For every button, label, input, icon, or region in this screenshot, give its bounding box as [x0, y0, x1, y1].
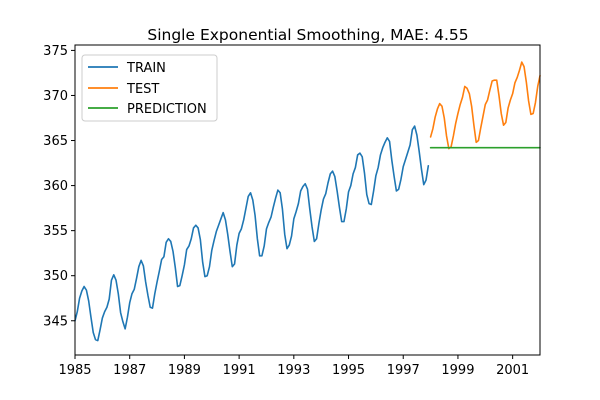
- y-tick-label-360: 360: [43, 179, 68, 194]
- legend-label-train: TRAIN: [126, 61, 166, 76]
- plot-frame: [74, 44, 541, 356]
- x-tick-label-1997: 1997: [387, 363, 420, 378]
- chart-title: Single Exponential Smoothing, MAE: 4.55: [147, 26, 468, 44]
- x-tick-label-2001: 2001: [496, 363, 529, 378]
- series-line-train: [74, 125, 430, 342]
- x-tick-label-1995: 1995: [332, 363, 365, 378]
- y-axis: 345 350 355 360 365 370 375: [43, 44, 75, 329]
- y-tick-label-375: 375: [43, 44, 68, 59]
- x-tick-label-1993: 1993: [277, 363, 310, 378]
- y-tick-label-365: 365: [43, 134, 68, 149]
- y-tick-label-350: 350: [43, 269, 68, 284]
- y-tick-label-355: 355: [43, 224, 68, 239]
- legend-label-prediction: PREDICTION: [127, 102, 207, 117]
- x-tick-label-1999: 1999: [441, 363, 474, 378]
- series-layer: [74, 61, 541, 342]
- y-tick-label-345: 345: [43, 314, 68, 329]
- x-tick-label-1987: 1987: [113, 363, 146, 378]
- x-axis: 1985 1987 1989 1991 1993 1995 1997 1999 2001: [58, 355, 529, 378]
- x-tick-label-1989: 1989: [168, 363, 201, 378]
- x-tick-label-1991: 1991: [223, 363, 256, 378]
- legend: TRAIN TEST PREDICTION: [81, 54, 218, 122]
- x-tick-label-1985: 1985: [58, 363, 91, 378]
- legend-frame: [81, 54, 218, 122]
- legend-label-test: TEST: [126, 82, 159, 97]
- series-line-test: [429, 61, 541, 150]
- y-tick-label-370: 370: [43, 89, 68, 104]
